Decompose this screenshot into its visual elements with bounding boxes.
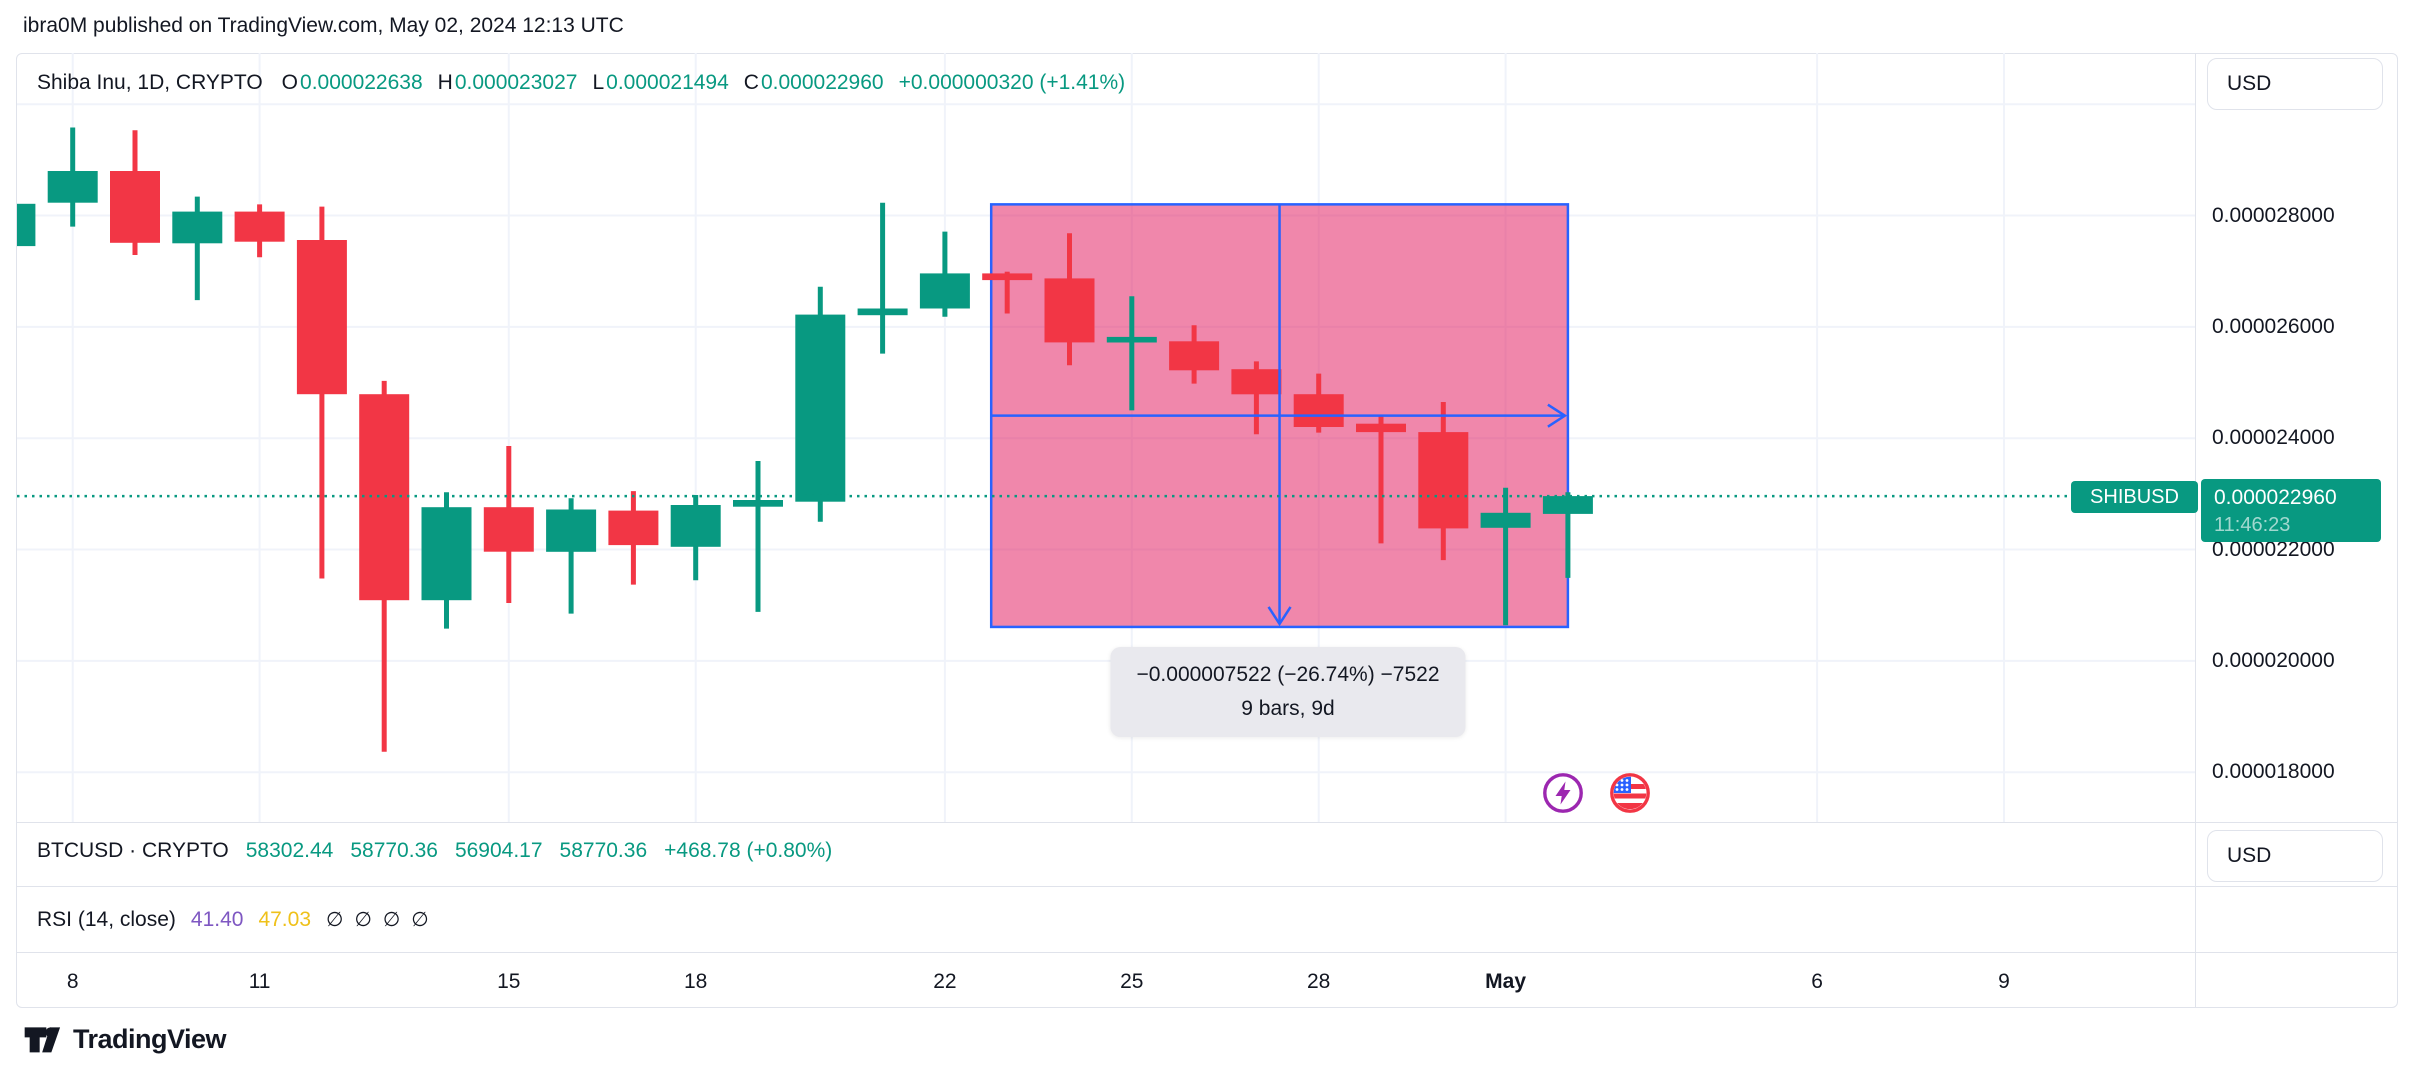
tradingview-logo-icon	[24, 1027, 61, 1053]
pane-separator	[16, 886, 2398, 887]
candle	[421, 492, 472, 629]
btc-symbol-title[interactable]: BTCUSD · CRYPTO	[37, 839, 229, 862]
candle	[1044, 233, 1095, 366]
ohlc-open: O 0.000022638	[281, 71, 423, 94]
currency-button-btc[interactable]: USD	[2207, 830, 2383, 882]
candle	[982, 271, 1033, 314]
pane-separator	[16, 822, 2398, 823]
candle	[1418, 402, 1469, 561]
us-flag-stamp-icon[interactable]	[1609, 772, 1651, 814]
last-price-label: 0.000022960 11:46:23	[2201, 479, 2381, 542]
x-axis-label: 28	[1307, 970, 1331, 993]
y-axis-label: 0.000026000	[2212, 314, 2335, 338]
currency-button[interactable]: USD	[2207, 58, 2383, 110]
btc-change: +468.78 (+0.80%)	[664, 839, 833, 862]
candle	[733, 461, 783, 612]
candle	[1293, 373, 1344, 433]
ohlc-change: +0.000000320 (+1.41%)	[898, 71, 1126, 94]
candle	[1356, 415, 1406, 544]
y-axis-label: 0.000020000	[2212, 648, 2335, 672]
ohlc-low: L 0.000021494	[592, 71, 729, 94]
candle	[359, 380, 410, 752]
rsi-value: 41.40	[190, 907, 244, 931]
price-axis-separator	[2195, 54, 2196, 1007]
x-axis-label: 8	[66, 970, 79, 993]
symbol-title[interactable]: Shiba Inu, 1D, CRYPTO	[37, 71, 263, 94]
y-axis-label: 0.000022000	[2212, 537, 2335, 561]
rsi-ma-value: 47.03	[258, 907, 312, 931]
x-axis-label: 15	[497, 970, 521, 993]
x-axis-label: 18	[684, 970, 708, 993]
x-axis-label: 25	[1120, 970, 1144, 993]
pane-separator	[16, 952, 2398, 953]
y-axis-label: 0.000028000	[2212, 203, 2335, 227]
candle	[483, 446, 534, 603]
x-axis-label: 6	[1811, 970, 1823, 993]
x-axis-label: 22	[933, 970, 957, 993]
ohlc-close: C 0.000022960	[743, 71, 884, 94]
measure-change-text: −0.000007522 (−26.74%) −7522	[1136, 663, 1440, 686]
candle	[47, 127, 98, 227]
symbol-price-tag: SHIBUSD	[2071, 481, 2198, 513]
btc-low: 56904.17	[454, 839, 543, 862]
attribution-text: ibra0M published on TradingView.com, May…	[23, 14, 624, 37]
tradingview-wordmark[interactable]: TradingView	[73, 1023, 227, 1054]
btc-close: 58770.36	[559, 839, 648, 862]
candle	[110, 130, 160, 255]
x-axis-label: 11	[248, 970, 271, 993]
symbol-header: Shiba Inu, 1D, CRYPTO O 0.000022638 H 0.00…	[37, 71, 1125, 95]
x-axis-label: May	[1485, 970, 1527, 993]
candle	[857, 202, 908, 354]
candle	[17, 203, 36, 247]
candle	[1231, 361, 1282, 435]
candle	[1480, 487, 1531, 626]
btc-high: 58770.36	[350, 839, 438, 862]
candle	[234, 204, 285, 258]
btc-symbol-row: BTCUSD · CRYPTO 58302.44 58770.36 56904.…	[37, 839, 832, 863]
last-price-value: 0.000022960	[2214, 486, 2337, 509]
rsi-indicator-row: RSI (14, close) 41.40 47.03 ∅ ∅ ∅ ∅	[37, 907, 429, 932]
x-axis-label: 9	[1998, 970, 2010, 993]
ohlc-high: H 0.000023027	[437, 71, 578, 94]
rsi-empty-values: ∅ ∅ ∅ ∅	[326, 909, 429, 931]
candle	[670, 495, 721, 581]
candle	[1169, 325, 1220, 384]
bar-countdown: 11:46:23	[2214, 514, 2291, 536]
candle	[296, 206, 347, 579]
btc-open: 58302.44	[245, 839, 334, 862]
candle	[172, 196, 223, 301]
candle	[1106, 296, 1157, 411]
candle	[608, 491, 659, 585]
candle	[795, 286, 846, 522]
candle	[546, 498, 597, 614]
candle	[1542, 492, 1593, 578]
rsi-title[interactable]: RSI (14, close)	[37, 907, 176, 931]
footer: TradingView	[23, 1022, 227, 1056]
measure-tooltip: −0.000007522 (−26.74%) −7522 9 bars, 9d	[1110, 647, 1466, 737]
y-axis-label: 0.000018000	[2212, 760, 2335, 784]
lightning-stamp-icon[interactable]	[1542, 772, 1584, 814]
candle	[919, 231, 970, 317]
y-axis-label: 0.000024000	[2212, 426, 2335, 450]
measure-bars-text: 9 bars, 9d	[1241, 697, 1335, 720]
